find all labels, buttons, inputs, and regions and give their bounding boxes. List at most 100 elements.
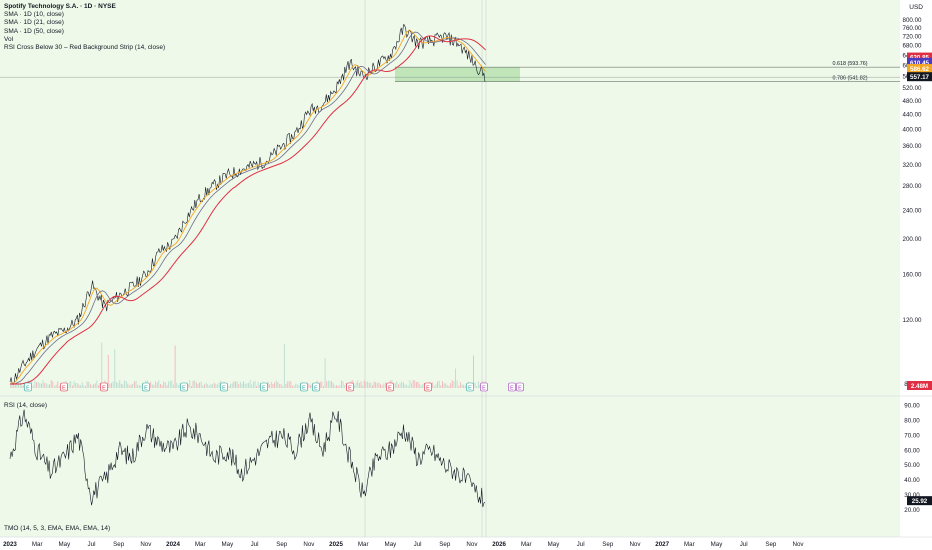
volume-bar — [133, 381, 135, 388]
time-axis-tick: Jul — [740, 541, 748, 548]
volume-bar — [437, 381, 439, 388]
volume-bar — [384, 382, 386, 388]
volume-bar — [319, 381, 321, 388]
volume-bar — [409, 380, 411, 388]
price-axis-tick: 720.00 — [903, 34, 922, 41]
volume-bar — [365, 381, 367, 388]
earnings-marker[interactable] — [508, 382, 516, 392]
volume-bar — [402, 382, 404, 388]
volume-bar — [479, 384, 481, 388]
volume-bar — [363, 380, 365, 388]
earnings-marker[interactable] — [24, 382, 32, 392]
earnings-marker[interactable] — [60, 382, 68, 392]
earnings-marker[interactable] — [346, 382, 354, 392]
volume-bar — [45, 383, 47, 388]
sma10-line — [9, 29, 486, 385]
volume-bar — [151, 384, 153, 388]
volume-bar — [249, 380, 251, 388]
earnings-marker[interactable] — [466, 382, 474, 392]
volume-bar — [257, 382, 259, 388]
volume-bar — [269, 384, 271, 388]
earnings-marker[interactable] — [142, 382, 150, 392]
volume-bar — [76, 383, 78, 388]
earnings-marker[interactable] — [220, 382, 228, 392]
volume-bar — [461, 384, 463, 388]
volume-bar — [55, 384, 57, 388]
volume-bar — [337, 385, 339, 388]
volume-bar — [164, 382, 166, 388]
time-axis-tick: Sep — [276, 541, 288, 548]
volume-bar — [241, 383, 243, 388]
volume-bar — [440, 385, 442, 388]
fib-618-label: 0.618 (593.76) — [832, 61, 867, 67]
volume-bar — [327, 380, 329, 388]
volume-bar — [137, 384, 139, 388]
earnings-marker[interactable] — [516, 382, 524, 392]
volume-bar — [308, 383, 310, 388]
volume-bar — [218, 382, 220, 388]
volume-bar — [68, 382, 70, 388]
price-axis-tick: 760.00 — [903, 25, 922, 32]
volume-bar — [340, 380, 342, 388]
price-series-line[interactable] — [9, 24, 486, 386]
volume-bar — [474, 382, 476, 388]
volume-bar — [109, 383, 111, 388]
earnings-marker[interactable] — [480, 382, 488, 392]
rsi-axis-tick: 70.00 — [904, 432, 920, 439]
volume-bar — [442, 381, 443, 388]
volume-bar — [230, 384, 231, 388]
volume-bar — [205, 382, 207, 388]
volume-bar — [415, 381, 417, 388]
volume-bar — [292, 385, 293, 388]
time-axis-tick: 2026 — [492, 541, 506, 548]
time-axis-tick: Nov — [792, 541, 804, 548]
volume-bar — [176, 382, 178, 388]
earnings-marker[interactable] — [312, 382, 320, 392]
volume-bar — [89, 383, 91, 388]
volume-bar — [107, 354, 109, 388]
price-axis-tick: 440.00 — [903, 112, 922, 119]
earnings-marker[interactable] — [300, 382, 308, 392]
volume-bar — [380, 384, 381, 388]
volume-bar — [122, 384, 124, 388]
volume-bar — [394, 383, 396, 388]
volume-bar — [57, 381, 59, 388]
volume-bar — [435, 384, 437, 388]
volume-bar — [158, 380, 160, 388]
volume-bar — [32, 385, 34, 388]
volume-bar — [433, 385, 435, 388]
rsi-line[interactable] — [9, 409, 486, 508]
volume-bar — [159, 383, 161, 388]
currency-label[interactable]: USD — [909, 4, 923, 11]
volume-bar — [228, 385, 230, 388]
sma50-line — [10, 35, 486, 385]
volume-bar — [238, 384, 240, 388]
earnings-marker-label: E — [62, 385, 66, 391]
volume-bar — [309, 385, 311, 388]
time-axis-tick: Jul — [251, 541, 259, 548]
volume-bar — [358, 382, 360, 388]
volume-bar — [354, 385, 355, 388]
volume-bar — [234, 381, 236, 388]
volume-bar — [459, 382, 461, 388]
earnings-marker[interactable] — [100, 382, 108, 392]
time-axis-tick: Sep — [602, 541, 614, 548]
volume-bar — [401, 381, 403, 388]
volume-bar — [375, 381, 377, 388]
volume-bar — [274, 382, 276, 388]
volume-bar — [78, 384, 80, 388]
volume-bar — [451, 380, 453, 388]
earnings-marker[interactable] — [386, 382, 394, 392]
volume-bar — [446, 385, 448, 388]
earnings-marker-label: E — [144, 385, 148, 391]
volume-bar — [124, 380, 126, 388]
volume-bar — [404, 384, 406, 388]
volume-bar — [455, 368, 456, 388]
volume-bar — [368, 382, 370, 388]
earnings-marker[interactable] — [424, 382, 432, 392]
price-badge — [907, 381, 932, 390]
volume-bar — [458, 385, 460, 388]
earnings-marker[interactable] — [260, 382, 268, 392]
earnings-marker[interactable] — [180, 382, 188, 392]
